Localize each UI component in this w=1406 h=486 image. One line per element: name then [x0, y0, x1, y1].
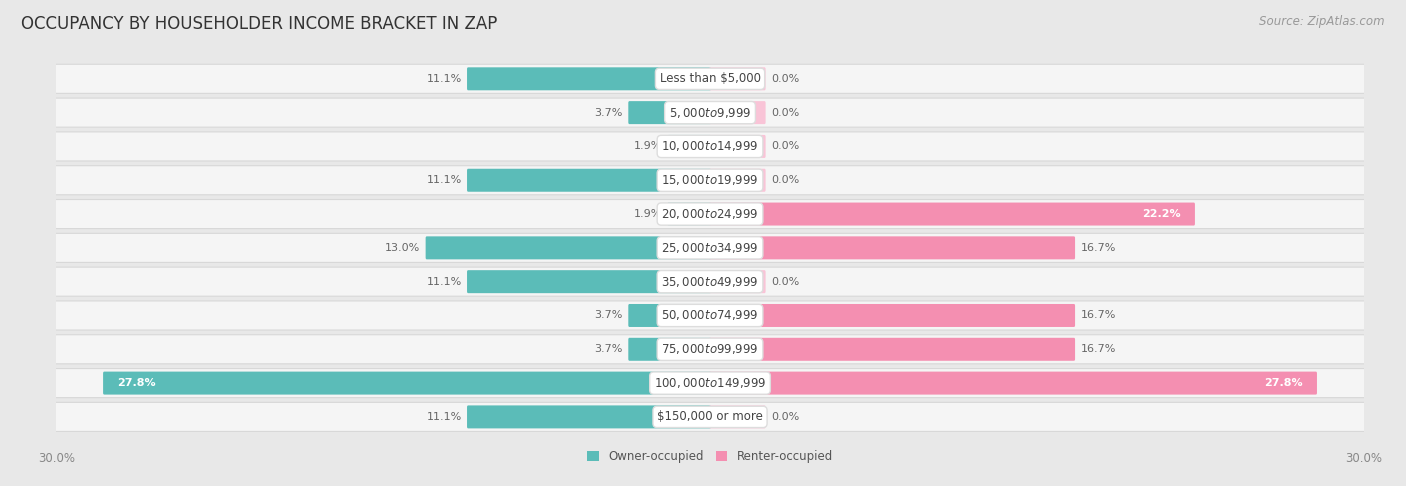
Text: 16.7%: 16.7% — [1080, 243, 1116, 253]
Text: 3.7%: 3.7% — [595, 107, 623, 118]
Text: 11.1%: 11.1% — [426, 277, 461, 287]
Text: 16.7%: 16.7% — [1080, 311, 1116, 320]
Text: $150,000 or more: $150,000 or more — [657, 410, 763, 423]
FancyBboxPatch shape — [709, 203, 1195, 226]
FancyBboxPatch shape — [668, 135, 711, 158]
Text: $100,000 to $149,999: $100,000 to $149,999 — [654, 376, 766, 390]
FancyBboxPatch shape — [467, 405, 711, 428]
Text: $75,000 to $99,999: $75,000 to $99,999 — [661, 342, 759, 356]
Text: $15,000 to $19,999: $15,000 to $19,999 — [661, 173, 759, 187]
FancyBboxPatch shape — [709, 169, 766, 192]
FancyBboxPatch shape — [709, 270, 766, 293]
Text: Source: ZipAtlas.com: Source: ZipAtlas.com — [1260, 15, 1385, 28]
FancyBboxPatch shape — [709, 135, 766, 158]
Text: $35,000 to $49,999: $35,000 to $49,999 — [661, 275, 759, 289]
Text: Less than $5,000: Less than $5,000 — [659, 72, 761, 86]
Text: 27.8%: 27.8% — [117, 378, 156, 388]
Text: 11.1%: 11.1% — [426, 175, 461, 185]
FancyBboxPatch shape — [709, 405, 766, 428]
Text: 0.0%: 0.0% — [770, 412, 799, 422]
Text: 16.7%: 16.7% — [1080, 344, 1116, 354]
FancyBboxPatch shape — [628, 338, 711, 361]
FancyBboxPatch shape — [668, 203, 711, 226]
Text: $20,000 to $24,999: $20,000 to $24,999 — [661, 207, 759, 221]
FancyBboxPatch shape — [628, 101, 711, 124]
FancyBboxPatch shape — [709, 304, 1076, 327]
Text: 11.1%: 11.1% — [426, 74, 461, 84]
FancyBboxPatch shape — [467, 169, 711, 192]
Text: $25,000 to $34,999: $25,000 to $34,999 — [661, 241, 759, 255]
Text: 1.9%: 1.9% — [634, 209, 662, 219]
Text: 0.0%: 0.0% — [770, 74, 799, 84]
FancyBboxPatch shape — [55, 200, 1365, 228]
FancyBboxPatch shape — [55, 368, 1365, 398]
FancyBboxPatch shape — [55, 335, 1365, 364]
FancyBboxPatch shape — [628, 304, 711, 327]
FancyBboxPatch shape — [709, 101, 766, 124]
FancyBboxPatch shape — [55, 267, 1365, 296]
Text: OCCUPANCY BY HOUSEHOLDER INCOME BRACKET IN ZAP: OCCUPANCY BY HOUSEHOLDER INCOME BRACKET … — [21, 15, 498, 33]
FancyBboxPatch shape — [709, 68, 766, 90]
FancyBboxPatch shape — [55, 166, 1365, 195]
Text: 27.8%: 27.8% — [1264, 378, 1303, 388]
FancyBboxPatch shape — [55, 98, 1365, 127]
FancyBboxPatch shape — [55, 402, 1365, 432]
Text: 1.9%: 1.9% — [634, 141, 662, 152]
FancyBboxPatch shape — [55, 301, 1365, 330]
Text: $50,000 to $74,999: $50,000 to $74,999 — [661, 309, 759, 323]
Legend: Owner-occupied, Renter-occupied: Owner-occupied, Renter-occupied — [582, 445, 838, 468]
FancyBboxPatch shape — [103, 372, 711, 395]
FancyBboxPatch shape — [426, 236, 711, 260]
Text: $5,000 to $9,999: $5,000 to $9,999 — [669, 105, 751, 120]
Text: 3.7%: 3.7% — [595, 311, 623, 320]
Text: 11.1%: 11.1% — [426, 412, 461, 422]
FancyBboxPatch shape — [709, 338, 1076, 361]
FancyBboxPatch shape — [709, 372, 1317, 395]
Text: 22.2%: 22.2% — [1142, 209, 1181, 219]
Text: 3.7%: 3.7% — [595, 344, 623, 354]
FancyBboxPatch shape — [467, 270, 711, 293]
Text: 13.0%: 13.0% — [385, 243, 420, 253]
FancyBboxPatch shape — [55, 233, 1365, 262]
Text: $10,000 to $14,999: $10,000 to $14,999 — [661, 139, 759, 154]
FancyBboxPatch shape — [709, 236, 1076, 260]
Text: 0.0%: 0.0% — [770, 175, 799, 185]
FancyBboxPatch shape — [55, 64, 1365, 93]
FancyBboxPatch shape — [467, 68, 711, 90]
FancyBboxPatch shape — [55, 132, 1365, 161]
Text: 0.0%: 0.0% — [770, 141, 799, 152]
Text: 0.0%: 0.0% — [770, 107, 799, 118]
Text: 0.0%: 0.0% — [770, 277, 799, 287]
